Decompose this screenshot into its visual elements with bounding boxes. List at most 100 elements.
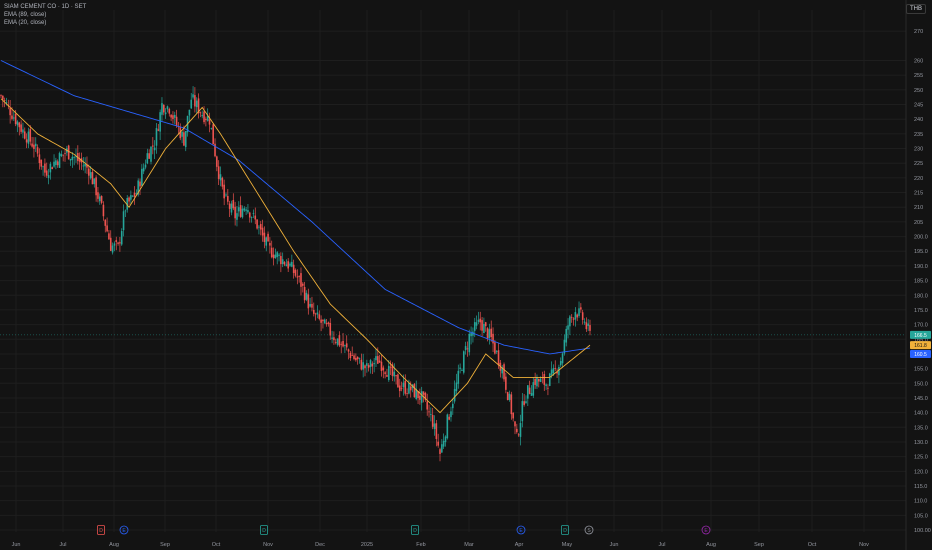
candle-body[interactable] xyxy=(36,147,39,154)
candle-body[interactable] xyxy=(336,338,339,345)
candle-body[interactable] xyxy=(53,161,55,167)
price-marker[interactable] xyxy=(910,330,931,339)
candle-body[interactable] xyxy=(444,436,447,443)
candle-body[interactable] xyxy=(139,181,141,187)
candle-body[interactable] xyxy=(366,363,368,366)
candle-body[interactable] xyxy=(232,200,235,209)
candle-body[interactable] xyxy=(20,124,22,132)
candle-body[interactable] xyxy=(291,261,293,267)
candle-body[interactable] xyxy=(358,357,361,359)
candle-body[interactable] xyxy=(214,143,216,157)
dividend-marker[interactable] xyxy=(97,525,105,535)
candle-body[interactable] xyxy=(84,163,86,167)
candle-body[interactable] xyxy=(415,388,418,400)
candle-body[interactable] xyxy=(2,95,4,100)
candle-body[interactable] xyxy=(164,112,167,115)
candle-body[interactable] xyxy=(475,322,478,326)
candle-body[interactable] xyxy=(23,131,26,139)
candle-body[interactable] xyxy=(172,115,174,120)
candle-body[interactable] xyxy=(409,386,412,391)
candle-body[interactable] xyxy=(124,210,127,212)
candle-body[interactable] xyxy=(386,375,388,377)
candle-body[interactable] xyxy=(483,323,485,334)
candle-body[interactable] xyxy=(523,401,525,405)
candle-body[interactable] xyxy=(217,166,220,179)
candle-body[interactable] xyxy=(435,423,438,439)
candle-body[interactable] xyxy=(49,163,52,173)
candle-body[interactable] xyxy=(115,240,118,242)
candle-body[interactable] xyxy=(457,370,460,384)
candle-body[interactable] xyxy=(27,131,30,144)
candle-body[interactable] xyxy=(283,262,286,265)
candle-body[interactable] xyxy=(203,111,205,123)
candle-body[interactable] xyxy=(514,421,516,427)
candle-body[interactable] xyxy=(419,395,421,400)
candle-body[interactable] xyxy=(508,393,511,400)
candle-body[interactable] xyxy=(64,152,66,154)
candle-body[interactable] xyxy=(258,226,260,228)
ema20-legend[interactable]: EMA (20, close) xyxy=(4,20,47,26)
candle-body[interactable] xyxy=(212,124,214,145)
candle-body[interactable] xyxy=(236,213,238,220)
candle-body[interactable] xyxy=(276,252,279,258)
candle-body[interactable] xyxy=(486,328,489,340)
candle-body[interactable] xyxy=(404,380,407,394)
dividend-marker[interactable] xyxy=(561,525,569,535)
candle-body[interactable] xyxy=(461,369,463,371)
candle-body[interactable] xyxy=(375,356,377,361)
candle-body[interactable] xyxy=(316,312,319,315)
candle-body[interactable] xyxy=(184,130,187,148)
candle-body[interactable] xyxy=(530,393,533,396)
candle-body[interactable] xyxy=(248,212,251,218)
candle-body[interactable] xyxy=(86,164,88,168)
candle-body[interactable] xyxy=(16,121,19,126)
candle-body[interactable] xyxy=(234,206,236,219)
candle-body[interactable] xyxy=(362,362,364,370)
candle-body[interactable] xyxy=(108,233,110,240)
candle-body[interactable] xyxy=(117,242,119,244)
candle-body[interactable] xyxy=(106,225,108,232)
candle-body[interactable] xyxy=(183,132,185,146)
candle-body[interactable] xyxy=(580,307,582,310)
candle-body[interactable] xyxy=(289,263,291,266)
candle-body[interactable] xyxy=(532,382,535,396)
candle-body[interactable] xyxy=(44,163,46,173)
candle-body[interactable] xyxy=(67,145,70,160)
candle-body[interactable] xyxy=(497,350,500,366)
candle-body[interactable] xyxy=(190,99,193,109)
candle-body[interactable] xyxy=(274,254,277,259)
candle-body[interactable] xyxy=(221,177,224,187)
candle-body[interactable] xyxy=(367,365,370,368)
candle-body[interactable] xyxy=(517,434,520,436)
candle-body[interactable] xyxy=(442,440,445,447)
candle-body[interactable] xyxy=(325,323,328,325)
candle-body[interactable] xyxy=(58,153,61,168)
candle-body[interactable] xyxy=(495,351,498,352)
candle-body[interactable] xyxy=(265,237,268,246)
candle-body[interactable] xyxy=(219,174,222,181)
candle-body[interactable] xyxy=(327,322,330,324)
candle-body[interactable] xyxy=(256,219,258,229)
candle-body[interactable] xyxy=(426,401,429,410)
split-marker[interactable] xyxy=(584,525,594,535)
candle-body[interactable] xyxy=(122,211,125,231)
candle-body[interactable] xyxy=(587,323,589,326)
candle-body[interactable] xyxy=(128,197,130,202)
candle-body[interactable] xyxy=(570,317,573,319)
candle-body[interactable] xyxy=(181,131,183,137)
candle-body[interactable] xyxy=(267,233,269,242)
candle-body[interactable] xyxy=(329,322,332,336)
candle-body[interactable] xyxy=(382,367,385,371)
candle-body[interactable] xyxy=(22,129,24,133)
candle-body[interactable] xyxy=(342,341,344,347)
candle-body[interactable] xyxy=(281,259,284,265)
candle-body[interactable] xyxy=(488,329,491,338)
candle-body[interactable] xyxy=(91,171,94,185)
candle-body[interactable] xyxy=(153,147,156,151)
candle-body[interactable] xyxy=(195,100,198,108)
candle-body[interactable] xyxy=(539,378,542,382)
candle-body[interactable] xyxy=(150,146,152,162)
candle-body[interactable] xyxy=(47,175,50,179)
candle-body[interactable] xyxy=(0,95,2,97)
candle-body[interactable] xyxy=(393,371,396,377)
